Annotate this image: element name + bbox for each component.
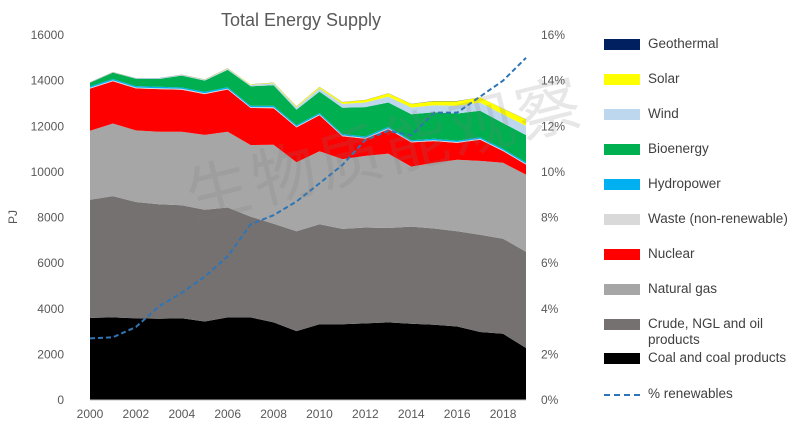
y-tick-label: 8000 (37, 211, 64, 225)
y-tick-label: 6000 (37, 256, 64, 270)
y2-tick-label: 14% (541, 74, 565, 88)
area-natural-gas (90, 123, 526, 252)
legend-swatch (604, 284, 640, 295)
legend-item: Crude, NGL and oil products (604, 316, 798, 348)
legend-label: Nuclear (648, 246, 695, 261)
legend-item: Natural gas (604, 281, 798, 297)
legend-label: Waste (non-renewable) (648, 211, 788, 226)
legend-swatch (604, 179, 640, 190)
legend-item: Wind (604, 106, 798, 122)
area-nuclear (90, 81, 526, 175)
legend-label: % renewables (648, 386, 733, 401)
y2-tick-label: 2% (541, 347, 559, 361)
legend-item: Waste (non-renewable) (604, 211, 798, 227)
y-tick-label: 4000 (37, 302, 64, 316)
legend-item: % renewables (604, 386, 798, 402)
area-solar (90, 68, 526, 126)
legend-swatch (604, 394, 640, 396)
legend-label: Crude, NGL and oil products (648, 316, 764, 347)
y-tick-label: 0 (57, 393, 64, 407)
area-coal-and-coal-products (90, 317, 526, 400)
y2-tick-label: 6% (541, 256, 559, 270)
y2-tick-label: 0% (541, 393, 559, 407)
legend-label: Geothermal (648, 36, 719, 51)
legend-swatch (604, 109, 640, 120)
legend-swatch (604, 353, 640, 364)
legend-label: Wind (648, 106, 679, 121)
x-tick-label: 2006 (214, 407, 241, 421)
legend-item: Solar (604, 71, 798, 87)
y2-tick-label: 16% (541, 28, 565, 42)
area-bioenergy (90, 69, 526, 163)
y-tick-label: 16000 (31, 28, 65, 42)
y-tick-label: 12000 (31, 119, 65, 133)
legend-swatch (604, 74, 640, 85)
x-tick-label: 2012 (352, 407, 379, 421)
x-tick-label: 2014 (398, 407, 425, 421)
y-axis-label: PJ (6, 210, 20, 224)
chart-title: Total Energy Supply (221, 10, 381, 30)
area-crude-ngl-and-oil-products (90, 196, 526, 348)
x-tick-label: 2002 (123, 407, 150, 421)
legend-item: Geothermal (604, 36, 798, 52)
y2-tick-label: 8% (541, 211, 559, 225)
x-tick-label: 2000 (77, 407, 104, 421)
legend-item: Hydropower (604, 176, 798, 192)
y-tick-label: 10000 (31, 165, 65, 179)
legend-label: Coal and coal products (648, 350, 787, 365)
legend-swatch (604, 39, 640, 50)
legend-item: Coal and coal products (604, 350, 798, 366)
x-tick-label: 2016 (444, 407, 471, 421)
y2-tick-label: 12% (541, 119, 565, 133)
legend-label: Solar (648, 71, 680, 86)
legend-swatch (604, 144, 640, 155)
legend-item: Bioenergy (604, 141, 798, 157)
legend-label: Natural gas (648, 281, 718, 296)
x-tick-label: 2008 (260, 407, 287, 421)
renewables-line-group (89, 57, 527, 340)
legend-item: Nuclear (604, 246, 798, 262)
x-tick-label: 2004 (168, 407, 195, 421)
y-tick-label: 2000 (37, 347, 64, 361)
renewables-line (89, 57, 527, 340)
y2-tick-label: 10% (541, 165, 565, 179)
legend-swatch (604, 214, 640, 225)
legend-label: Bioenergy (648, 141, 709, 156)
legend-label: Hydropower (648, 176, 721, 191)
legend-swatch (604, 249, 640, 260)
legend-swatch (604, 319, 640, 330)
axes: 0 2000 4000 6000 8000 10000 12000 14000 16000 0% 2… (31, 28, 566, 421)
y2-tick-label: 4% (541, 302, 559, 316)
x-tick-label: 2018 (490, 407, 517, 421)
y-tick-label: 14000 (31, 74, 65, 88)
stacked-areas (90, 68, 526, 400)
x-tick-label: 2010 (306, 407, 333, 421)
